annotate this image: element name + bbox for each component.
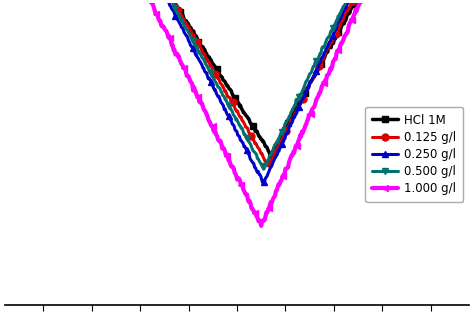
1.000 g/l	[202, 110, 208, 114]
Line: 0.125 g/l: 0.125 g/l	[11, 0, 463, 169]
Line: 0.500 g/l: 0.500 g/l	[11, 0, 463, 173]
0.500 g/l	[204, 65, 210, 69]
0.125 g/l	[335, 28, 341, 32]
Line: 1.000 g/l: 1.000 g/l	[11, 0, 463, 229]
0.125 g/l	[265, 163, 271, 167]
0.250 g/l	[332, 29, 337, 33]
Legend: HCl 1M, 0.125 g/l, 0.250 g/l, 0.500 g/l, 1.000 g/l: HCl 1M, 0.125 g/l, 0.250 g/l, 0.500 g/l,…	[365, 107, 464, 202]
1.000 g/l	[258, 224, 264, 228]
0.500 g/l	[261, 167, 266, 171]
1.000 g/l	[330, 59, 336, 63]
HCl 1M	[337, 28, 342, 32]
0.500 g/l	[332, 23, 337, 27]
1.000 g/l	[357, 0, 363, 3]
HCl 1M	[210, 62, 216, 66]
Line: 0.250 g/l: 0.250 g/l	[11, 0, 463, 186]
0.250 g/l	[204, 74, 210, 78]
Line: HCl 1M: HCl 1M	[11, 0, 463, 159]
0.125 g/l	[208, 65, 214, 69]
HCl 1M	[267, 153, 273, 157]
0.250 g/l	[260, 181, 265, 185]
